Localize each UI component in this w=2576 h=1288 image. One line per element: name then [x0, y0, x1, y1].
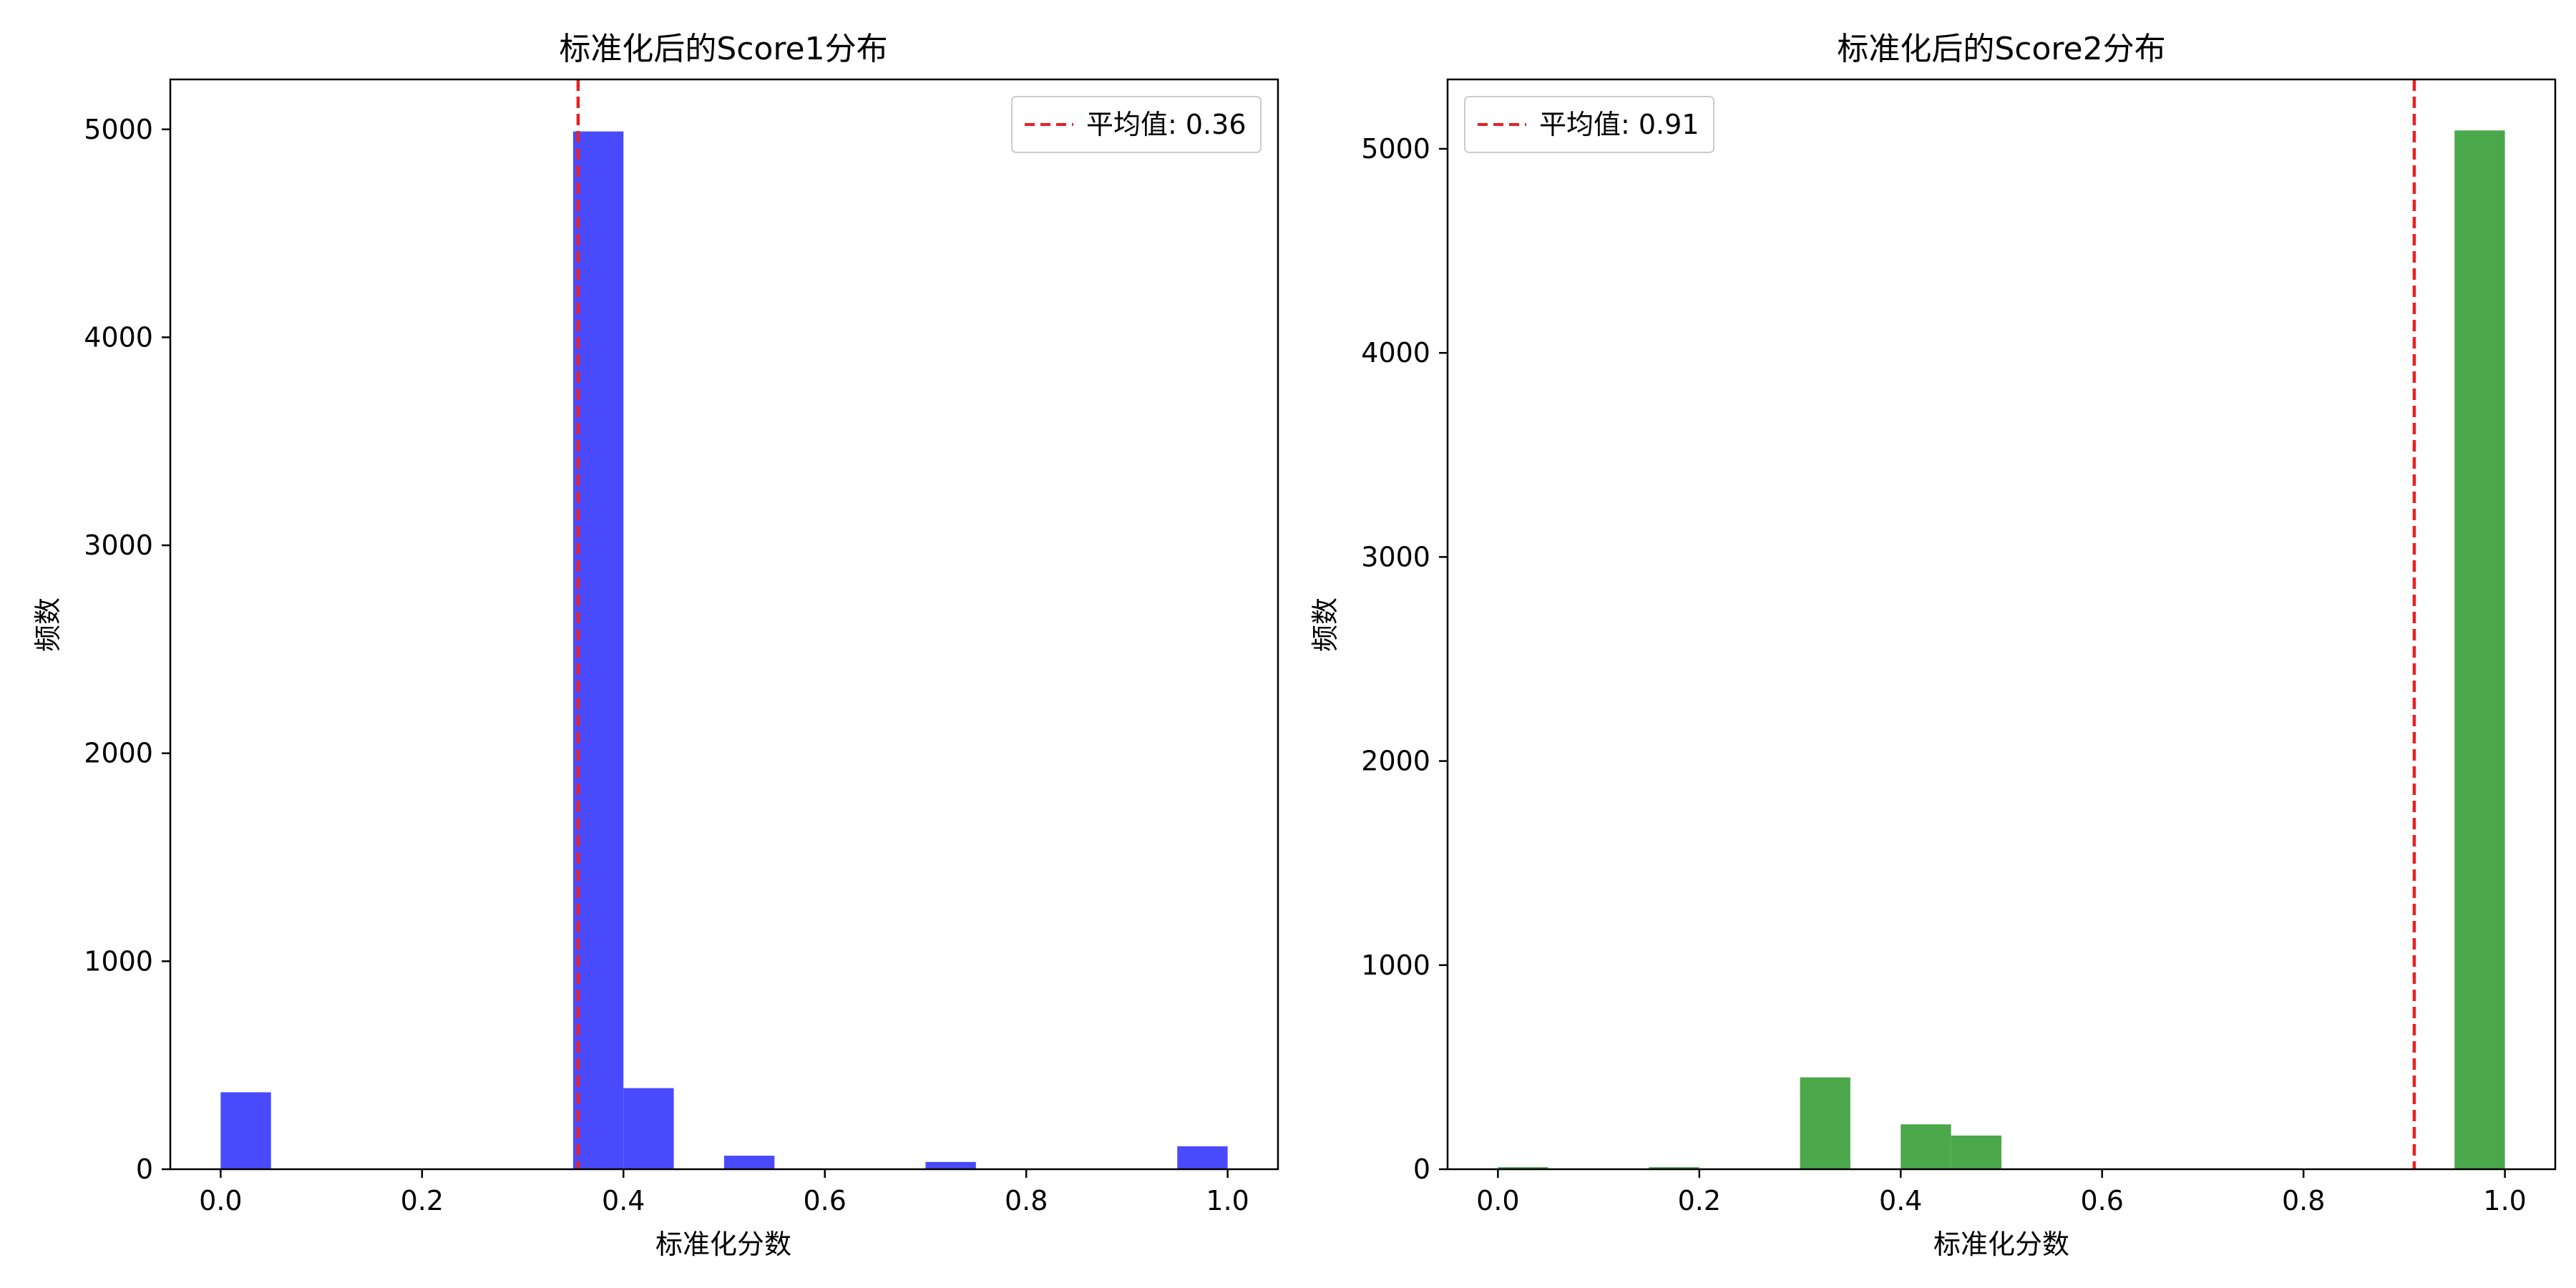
y-tick-label: 1000 — [84, 945, 153, 977]
legend: 平均值: 0.91 — [1464, 96, 1714, 153]
x-axis-label: 标准化分数 — [1933, 1229, 2069, 1260]
histogram-bar — [572, 131, 624, 1169]
y-tick-label: 4000 — [84, 321, 153, 353]
chart-score2: 标准化后的Score2分布 标准化分数 频数 0.0 0.2 0.4 0.6 0.8 1.… — [1309, 31, 2557, 1260]
y-tick-label: 5000 — [84, 114, 153, 145]
y-tick-label: 4000 — [1361, 337, 1430, 369]
x-axis-label: 标准化分数 — [655, 1229, 791, 1260]
legend-box — [1011, 96, 1262, 153]
x-tick-label: 0.8 — [2282, 1185, 2325, 1216]
plot-frame — [1446, 78, 2557, 1171]
histogram-bar — [2454, 130, 2505, 1169]
chart-score1: 标准化后的Score1分布 标准化分数 频数 0.0 0.2 0.4 0.6 0.8 1.… — [32, 31, 1279, 1260]
x-tick-label: 0.0 — [199, 1185, 242, 1216]
y-tick-label: 1000 — [1361, 950, 1430, 981]
x-tick-label: 0.8 — [1005, 1185, 1048, 1216]
y-tick-label: 0 — [1413, 1153, 1430, 1185]
y-axis-ticks: 0 1000 2000 3000 4000 5000 — [84, 114, 170, 1185]
x-tick-label: 0.6 — [804, 1185, 847, 1216]
histogram-bar — [1177, 1146, 1228, 1169]
x-tick-label: 1.0 — [1206, 1185, 1249, 1216]
y-tick-label: 5000 — [1361, 133, 1430, 165]
histogram-bar — [220, 1092, 271, 1169]
y-axis-label: 频数 — [32, 597, 64, 652]
plot-frame — [169, 78, 1279, 1171]
x-tick-label: 0.0 — [1476, 1185, 1519, 1216]
legend: 平均值: 0.36 — [1011, 96, 1262, 153]
histogram-bar — [724, 1156, 775, 1169]
histogram-bar — [925, 1161, 976, 1169]
y-axis-ticks: 0 1000 2000 3000 4000 5000 — [1361, 133, 1448, 1185]
histogram-bar — [1901, 1124, 1951, 1169]
histogram-bar — [623, 1088, 674, 1169]
histogram-bar — [1951, 1135, 2001, 1169]
x-axis-ticks: 0.0 0.2 0.4 0.6 0.8 1.0 — [199, 1169, 1249, 1216]
histogram-bars — [1498, 130, 2505, 1169]
legend-label: 平均值: 0.36 — [1086, 109, 1246, 140]
x-axis-ticks: 0.0 0.2 0.4 0.6 0.8 1.0 — [1476, 1169, 2527, 1216]
y-axis-label: 频数 — [1309, 597, 1341, 652]
x-tick-label: 1.0 — [2483, 1185, 2526, 1216]
x-tick-label: 0.4 — [602, 1185, 645, 1216]
x-tick-label: 0.2 — [1678, 1185, 1721, 1216]
y-tick-label: 0 — [136, 1153, 153, 1185]
chart-title: 标准化后的Score1分布 — [559, 31, 887, 67]
y-tick-label: 2000 — [1361, 746, 1430, 777]
legend-box — [1464, 96, 1714, 153]
histogram-bars — [220, 131, 1228, 1169]
histogram-bar — [1649, 1167, 1699, 1169]
legend-label: 平均值: 0.91 — [1539, 109, 1699, 140]
chart-title: 标准化后的Score2分布 — [1837, 31, 2165, 67]
x-tick-label: 0.2 — [401, 1185, 444, 1216]
x-tick-label: 0.4 — [1879, 1185, 1922, 1216]
y-tick-label: 3000 — [1361, 541, 1430, 572]
histogram-bar — [1498, 1167, 1548, 1169]
histogram-bar — [1800, 1077, 1850, 1169]
y-tick-label: 2000 — [84, 738, 153, 769]
y-tick-label: 3000 — [84, 530, 153, 561]
x-tick-label: 0.6 — [2081, 1185, 2124, 1216]
